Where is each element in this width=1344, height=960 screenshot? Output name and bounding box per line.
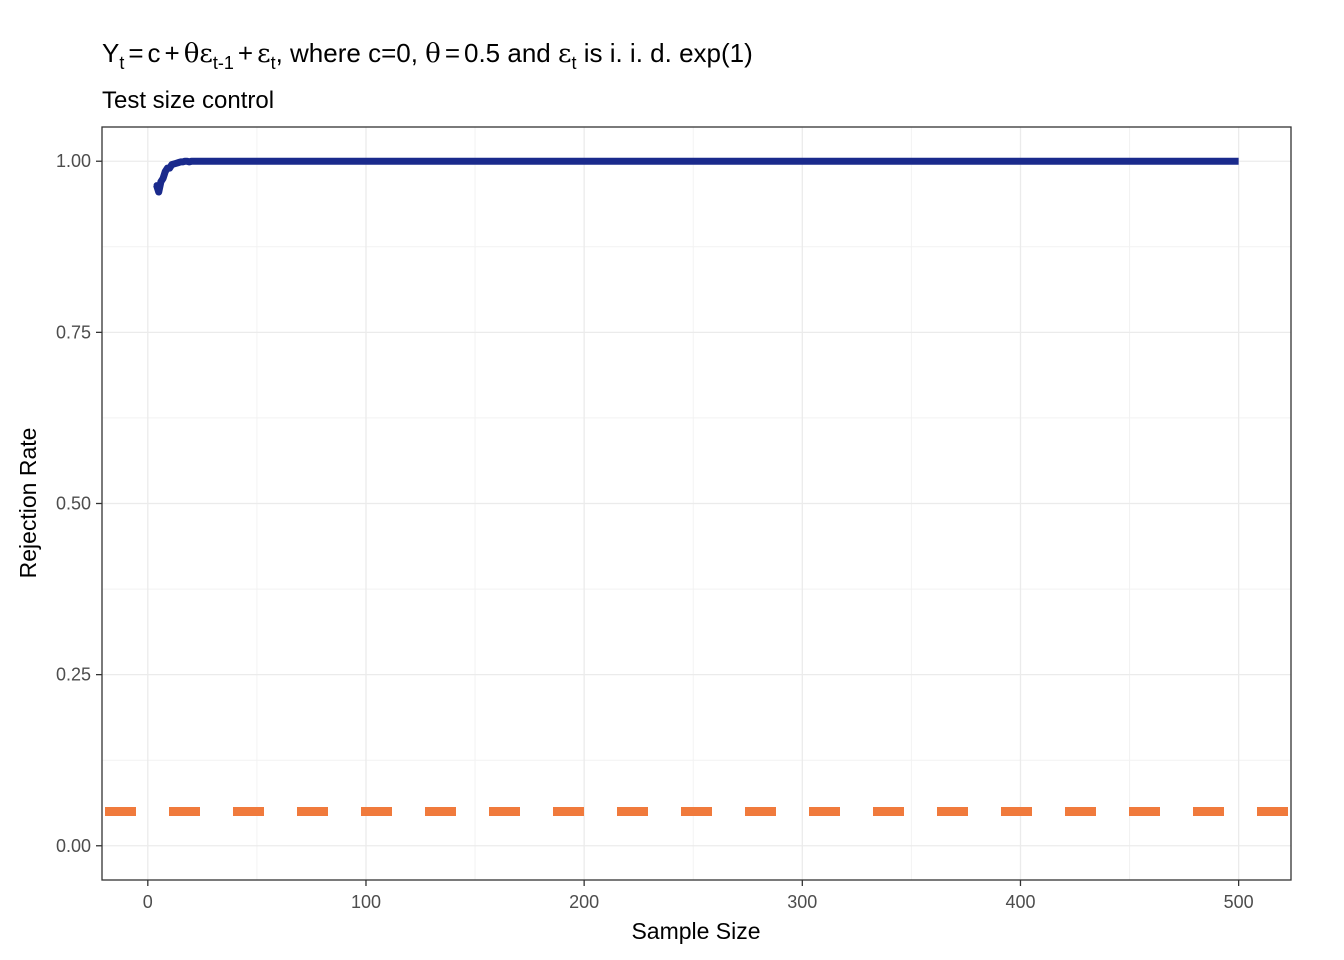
x-tick-label: 500 (1224, 892, 1254, 912)
title-eq-2: = (445, 38, 460, 68)
title-eq: = (128, 38, 143, 68)
data-point (188, 158, 195, 165)
title-sub-t: t (119, 53, 124, 73)
x-tick-label: 0 (143, 892, 153, 912)
chart-subtitle: Test size control (102, 87, 274, 114)
series-line-rejection-rate (153, 157, 1239, 196)
data-point (201, 158, 208, 165)
y-tick-label: 0.25 (56, 665, 91, 685)
x-tick-label: 300 (787, 892, 817, 912)
title-sub-t-3: t (571, 53, 576, 73)
data-point (210, 158, 217, 165)
chart-title: Yt = c + θεt-1 + εt, where c=0, θ = 0.5 and εt i… (102, 38, 753, 73)
y-tick-label: 1.00 (56, 151, 91, 171)
title-c: c (148, 38, 161, 68)
y-axis-title: Rejection Rate (15, 428, 41, 579)
y-axis: 0.00 0.25 0.50 0.75 1.00 (56, 151, 102, 856)
y-tick-label: 0.75 (56, 322, 91, 342)
data-point (155, 189, 162, 196)
y-tick-label: 0.50 (56, 494, 91, 514)
title-text-1: , where c=0, (276, 38, 426, 68)
title-y: Y (102, 38, 119, 68)
x-axis: 0 100 200 300 400 500 (143, 880, 1254, 912)
grid-major (102, 127, 1291, 880)
title-eps-3: ε (558, 39, 571, 69)
x-tick-label: 200 (569, 892, 599, 912)
data-point (153, 182, 160, 189)
title-text-3: is i. i. d. exp(1) (576, 38, 752, 68)
data-point (192, 158, 199, 165)
title-eps-1: ε (199, 39, 212, 69)
data-point (197, 158, 204, 165)
title-plus-2: + (238, 38, 253, 68)
title-sub-tm1: t-1 (213, 53, 234, 73)
title-theta-2: θ (425, 39, 441, 69)
y-tick-label: 0.00 (56, 836, 91, 856)
data-point (160, 175, 167, 182)
title-eps-2: ε (257, 39, 270, 69)
title-sub-t-2: t (271, 53, 276, 73)
title-theta: θ (184, 39, 200, 69)
title-text-2: 0.5 and (464, 38, 558, 68)
x-tick-label: 100 (351, 892, 381, 912)
x-axis-title: Sample Size (631, 918, 760, 944)
x-tick-label: 400 (1005, 892, 1035, 912)
series-group (153, 157, 1239, 196)
title-plus-1: + (165, 38, 180, 68)
